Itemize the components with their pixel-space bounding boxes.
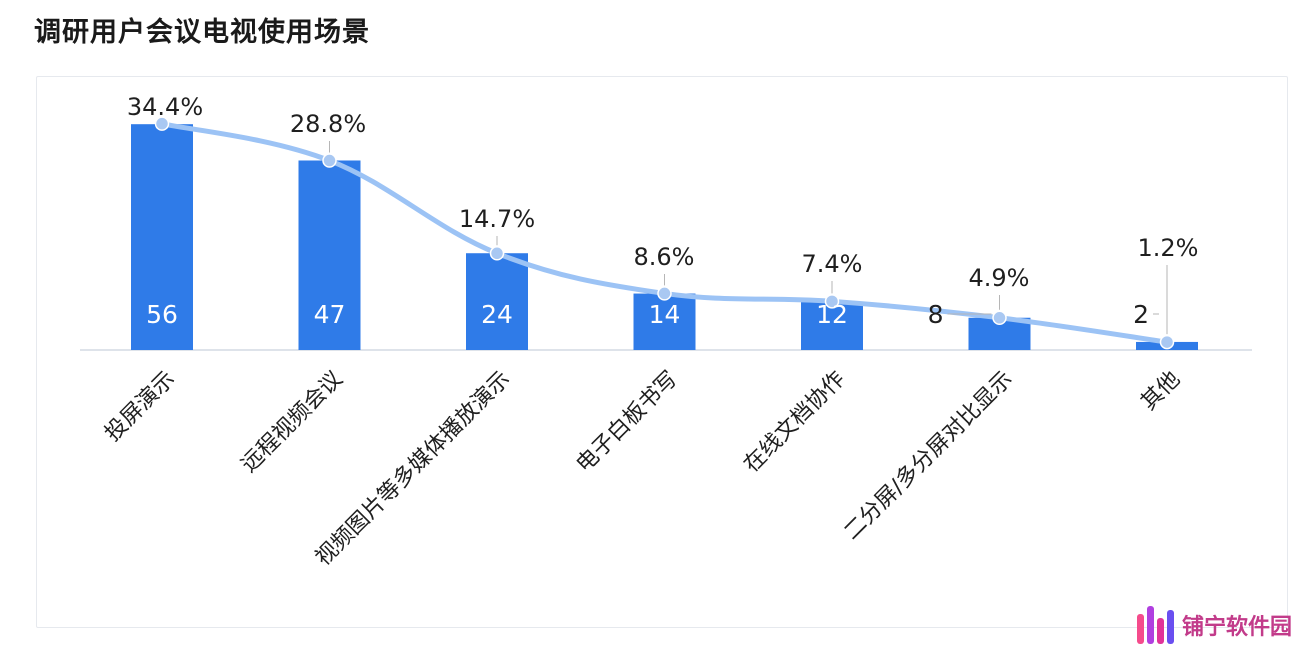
x-tick-label-1: 远程视频会议 [237,367,348,478]
watermark-text: 铺宁软件园 [1181,615,1292,640]
x-tick-label-6: 其他 [1136,367,1185,416]
bar-label-5: 8 [928,300,944,329]
pct-label-6: 1.2% [1138,234,1199,262]
pct-label-1: 28.8% [290,110,366,138]
x-tick-label-5: 二分屏/多分屏对比显示 [839,367,1017,545]
pct-label-3: 8.6% [634,243,695,271]
pct-label-0: 34.4% [127,93,203,121]
chart-panel [36,76,1288,628]
line-point-1 [322,153,337,168]
x-tick-label-0: 投屏演示 [100,367,180,447]
bar-label-0: 56 [146,300,178,329]
bar-label-1: 47 [314,300,346,329]
pct-label-5: 4.9% [969,264,1030,292]
chart-title: 调研用户会议电视使用场景 [34,17,370,48]
pct-label-4: 7.4% [802,250,863,278]
bar-label-2: 24 [481,300,513,329]
pct-label-2: 14.7% [459,205,535,233]
bar-0 [131,124,193,351]
line-point-6 [1159,334,1175,350]
bar-3 [633,293,696,350]
bar-4 [801,301,863,350]
line-point-2 [489,246,505,261]
watermark: 铺宁软件园 [1136,606,1292,644]
line-point-5 [992,310,1007,326]
line-point-4 [824,294,840,309]
line-point-3 [657,286,672,301]
bar-2 [466,253,528,350]
bar-label-6: 2 [1133,300,1149,329]
watermark-logo-icon [1136,606,1174,644]
x-tick-label-4: 在线文档协作 [739,367,850,478]
x-tick-label-2: 视频图片等多媒体播放演示 [311,367,515,571]
x-tick-label-3: 电子白板书写 [572,367,683,478]
bar-label-3: 14 [649,300,681,329]
bar-1 [298,160,361,350]
bar-label-4: 12 [816,300,848,329]
line-point-0 [154,116,170,131]
